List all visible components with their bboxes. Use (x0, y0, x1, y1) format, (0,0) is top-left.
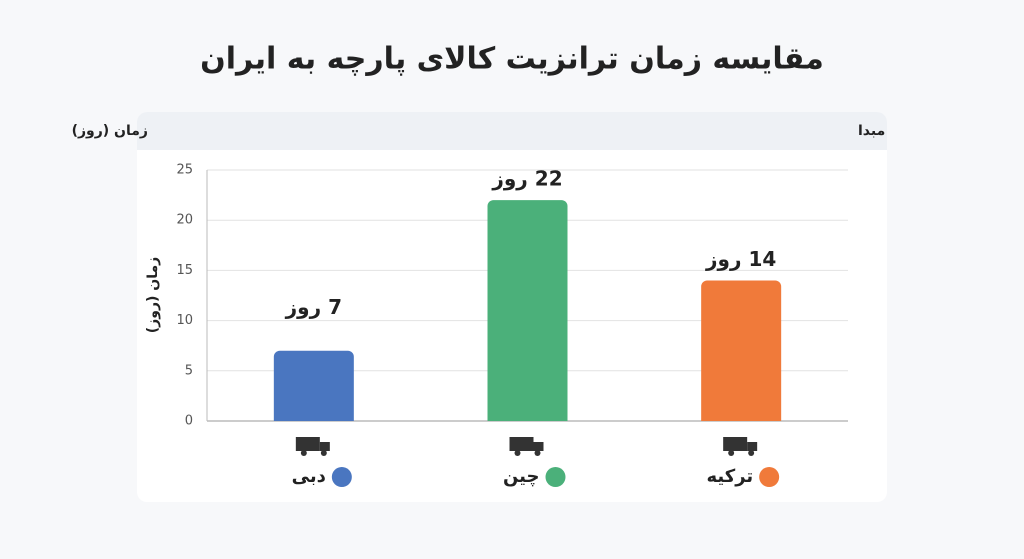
value-label: 14 روز (705, 247, 776, 271)
transport-icon (747, 442, 758, 451)
transport-icon (748, 450, 755, 456)
bar (701, 280, 782, 421)
flag-icon (331, 467, 352, 487)
y-tick-label: 25 (176, 163, 193, 178)
transport-icon (300, 450, 307, 456)
transport-icon (319, 442, 330, 451)
transport-icon (295, 437, 320, 451)
transport-icon (320, 450, 327, 456)
bar (487, 200, 568, 421)
y-tick-label: 15 (176, 263, 193, 278)
x-tick-label: ترکیه (706, 466, 753, 487)
transport-icon (514, 450, 521, 456)
y-tick-label: 10 (176, 313, 193, 328)
value-label: 22 روز (491, 167, 562, 191)
value-label: 7 روز (285, 295, 342, 319)
header-value: زمان (روز) (72, 123, 148, 139)
header-category: مبدا (858, 123, 885, 139)
x-tick-label: چین (503, 466, 540, 487)
flag-icon (545, 467, 566, 487)
y-tick-label: 20 (176, 213, 193, 228)
y-tick-label: 5 (185, 363, 193, 378)
y-axis-label: زمان (روز) (145, 257, 161, 333)
bar (273, 350, 354, 421)
transport-icon (509, 437, 534, 451)
card-header (137, 112, 887, 150)
transport-icon (534, 450, 541, 456)
transport-icon (728, 450, 735, 456)
transport-icon (723, 437, 748, 451)
transport-icon (533, 442, 544, 451)
y-tick-label: 0 (185, 414, 193, 429)
x-tick-label: دبی (292, 466, 326, 487)
flag-icon (759, 467, 780, 487)
chart-title: مقایسه زمان ترانزیت کالای پارچه به ایران (200, 42, 824, 77)
